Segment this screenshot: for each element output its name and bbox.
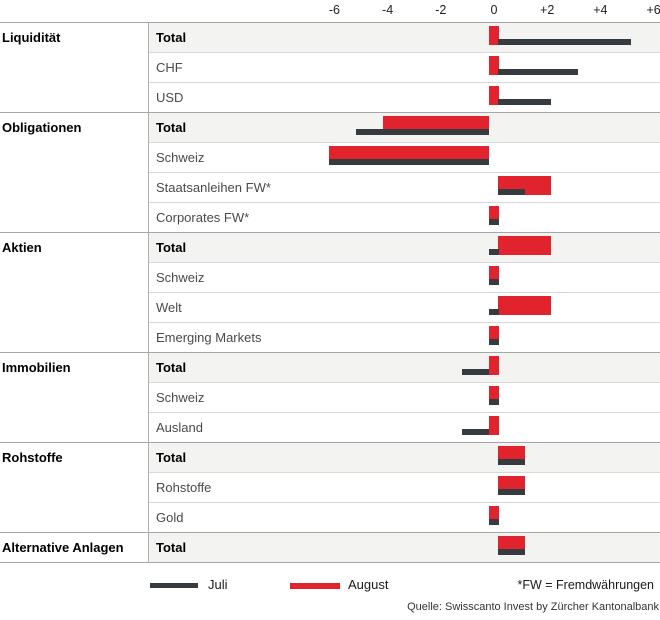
axis-tick-label: +4 bbox=[593, 3, 608, 17]
axis-tick-label: 0 bbox=[490, 3, 498, 17]
row-divider bbox=[148, 172, 660, 173]
row-label: Gold bbox=[156, 510, 184, 525]
august-bar bbox=[489, 206, 499, 225]
fw-footnote: *FW = Fremdwährungen bbox=[517, 578, 654, 592]
juli-bar bbox=[489, 219, 499, 225]
august-bar bbox=[498, 296, 552, 315]
juli-bar bbox=[498, 189, 525, 195]
section-divider bbox=[0, 22, 660, 23]
juli-bar bbox=[462, 429, 489, 435]
juli-bar bbox=[498, 489, 525, 495]
category-label: Immobilien bbox=[2, 360, 71, 375]
august-bar bbox=[489, 506, 499, 525]
row-divider bbox=[148, 142, 660, 143]
total-row-background bbox=[149, 23, 660, 52]
row-label: CHF bbox=[156, 60, 183, 75]
august-bar bbox=[489, 356, 499, 375]
row-divider bbox=[148, 412, 660, 413]
row-label: Total bbox=[156, 540, 187, 555]
august-bar bbox=[498, 236, 552, 255]
juli-bar bbox=[489, 339, 499, 345]
juli-bar bbox=[356, 129, 489, 135]
juli-legend-swatch bbox=[150, 583, 198, 588]
row-divider bbox=[148, 82, 660, 83]
juli-bar bbox=[329, 159, 489, 165]
column-divider bbox=[148, 22, 149, 562]
category-label: Obligationen bbox=[2, 120, 82, 135]
august-legend-swatch bbox=[290, 582, 340, 589]
total-row-background bbox=[149, 353, 660, 382]
category-label: Alternative Anlagen bbox=[2, 540, 124, 555]
section-divider bbox=[0, 352, 660, 353]
row-divider bbox=[148, 322, 660, 323]
total-row-background bbox=[149, 443, 660, 472]
row-label: Rohstoffe bbox=[156, 480, 212, 495]
row-divider bbox=[148, 262, 660, 263]
axis-tick-label: +2 bbox=[540, 3, 555, 17]
juli-bar bbox=[489, 279, 499, 285]
row-label: Schweiz bbox=[156, 270, 205, 285]
row-label: Ausland bbox=[156, 420, 203, 435]
axis-tick-label: -4 bbox=[382, 3, 394, 17]
axis-tick-label: -2 bbox=[435, 3, 447, 17]
august-bar bbox=[489, 416, 499, 435]
row-label: Total bbox=[156, 30, 187, 45]
section-divider bbox=[0, 532, 660, 533]
row-label: Total bbox=[156, 450, 187, 465]
source-credit: Quelle: Swisscanto Invest by Zürcher Kan… bbox=[407, 601, 659, 613]
juli-bar bbox=[489, 309, 499, 315]
august-legend-label: August bbox=[348, 577, 389, 592]
juli-bar bbox=[498, 549, 525, 555]
row-divider bbox=[148, 52, 660, 53]
row-divider bbox=[148, 292, 660, 293]
juli-bar bbox=[489, 519, 499, 525]
juli-bar bbox=[462, 369, 489, 375]
juli-bar bbox=[489, 399, 499, 405]
row-divider bbox=[148, 472, 660, 473]
row-divider bbox=[148, 202, 660, 203]
row-label: Emerging Markets bbox=[156, 330, 262, 345]
category-label: Rohstoffe bbox=[2, 450, 63, 465]
juli-bar bbox=[498, 459, 525, 465]
row-label: USD bbox=[156, 90, 184, 105]
august-bar bbox=[489, 56, 499, 75]
august-bar bbox=[489, 86, 499, 105]
juli-bar bbox=[498, 69, 578, 75]
juli-bar bbox=[498, 39, 631, 45]
row-label: Schweiz bbox=[156, 150, 205, 165]
august-bar bbox=[489, 326, 499, 345]
juli-legend-label: Juli bbox=[208, 577, 228, 592]
section-divider bbox=[0, 442, 660, 443]
row-label: Welt bbox=[156, 300, 182, 315]
row-label: Total bbox=[156, 240, 187, 255]
section-divider bbox=[0, 232, 660, 233]
section-divider bbox=[0, 112, 660, 113]
row-divider bbox=[148, 382, 660, 383]
row-label: Corporates FW* bbox=[156, 210, 250, 225]
juli-bar bbox=[489, 249, 499, 255]
row-divider bbox=[148, 502, 660, 503]
axis-tick-label: -6 bbox=[328, 3, 340, 17]
total-row-background bbox=[149, 533, 660, 562]
axis-tick-label: +6 bbox=[646, 3, 660, 17]
august-bar bbox=[489, 26, 499, 45]
juli-bar bbox=[498, 99, 552, 105]
category-label: Liquidität bbox=[2, 30, 61, 45]
august-bar bbox=[489, 266, 499, 285]
row-label: Schweiz bbox=[156, 390, 205, 405]
august-bar bbox=[489, 386, 499, 405]
row-label: Total bbox=[156, 120, 187, 135]
row-label: Total bbox=[156, 360, 187, 375]
row-label: Staatsanleihen FW* bbox=[156, 180, 271, 195]
category-label: Aktien bbox=[2, 240, 42, 255]
total-row-background bbox=[149, 233, 660, 262]
section-divider bbox=[0, 562, 660, 563]
